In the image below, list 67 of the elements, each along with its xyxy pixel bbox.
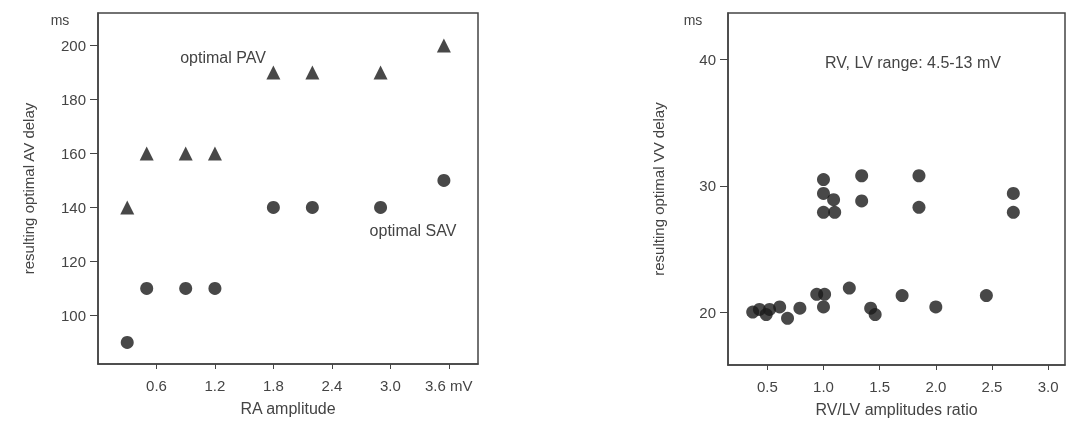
point <box>305 200 319 214</box>
point <box>120 335 134 349</box>
point <box>139 146 154 161</box>
text: ms <box>683 12 703 28</box>
x-tick-label: 1.0 <box>813 378 834 395</box>
y-tick-label: 180 <box>60 90 86 108</box>
point <box>1006 205 1020 219</box>
point <box>817 173 830 187</box>
y-tick-label: 20 <box>699 303 716 321</box>
annotation: optimal SAV <box>369 221 457 239</box>
point <box>437 173 451 187</box>
point <box>793 301 807 315</box>
x-tick-label: 2.4 <box>321 377 343 394</box>
point <box>179 281 193 295</box>
point <box>929 300 943 314</box>
point <box>912 200 926 214</box>
x-tick-label: 0.5 <box>756 378 778 395</box>
text: ms <box>50 12 70 28</box>
point <box>842 281 856 295</box>
y-axis-title: resulting optimal VV delay <box>649 101 667 276</box>
point <box>817 300 830 314</box>
point <box>120 200 135 215</box>
annotation: RV, LV range: 4.5-13 mV <box>825 53 1002 71</box>
x-tick-label: 3.6 mV <box>425 377 473 394</box>
point <box>979 289 993 303</box>
x-axis-title: RA amplitude <box>240 399 336 417</box>
point <box>436 38 451 53</box>
point <box>140 281 154 295</box>
x-tick-label: 0.6 <box>146 377 167 394</box>
annotation: optimal PAV <box>180 48 267 66</box>
x-tick-label: 2.0 <box>925 378 947 395</box>
x-tick-label: 1.5 <box>869 378 891 395</box>
y-tick-label: 120 <box>60 252 86 270</box>
point <box>818 287 832 301</box>
point <box>374 200 388 214</box>
point <box>178 146 193 161</box>
point <box>868 308 882 322</box>
y-tick-label: 140 <box>60 198 86 216</box>
y-tick-label: 30 <box>699 177 716 195</box>
y-tick-label: 200 <box>60 36 86 54</box>
point <box>781 311 795 325</box>
y-tick-label: 160 <box>60 144 86 162</box>
y-tick-label: 100 <box>60 306 86 324</box>
point <box>817 205 830 219</box>
point <box>266 65 281 80</box>
x-axis-title: RV/LV amplitudes ratio <box>815 400 978 418</box>
point <box>895 289 909 303</box>
x-tick-label: 3.0 <box>379 377 401 394</box>
point <box>817 186 830 200</box>
x-tick-label: 1.2 <box>204 377 226 394</box>
point <box>827 193 841 207</box>
x-tick-label: 3.0 <box>1037 378 1059 395</box>
point <box>855 169 869 183</box>
point <box>266 200 280 214</box>
point <box>828 205 842 219</box>
point <box>305 65 320 80</box>
y-tick-label: 40 <box>699 51 716 69</box>
point <box>207 146 222 161</box>
point <box>1006 186 1020 200</box>
point <box>912 169 926 183</box>
point <box>373 65 388 80</box>
point <box>208 281 222 295</box>
x-tick-label: 1.8 <box>262 377 284 394</box>
y-axis-title: resulting optimal AV delay <box>19 102 37 275</box>
point <box>773 300 787 314</box>
point <box>855 194 869 208</box>
x-tick-label: 2.5 <box>981 378 1003 395</box>
